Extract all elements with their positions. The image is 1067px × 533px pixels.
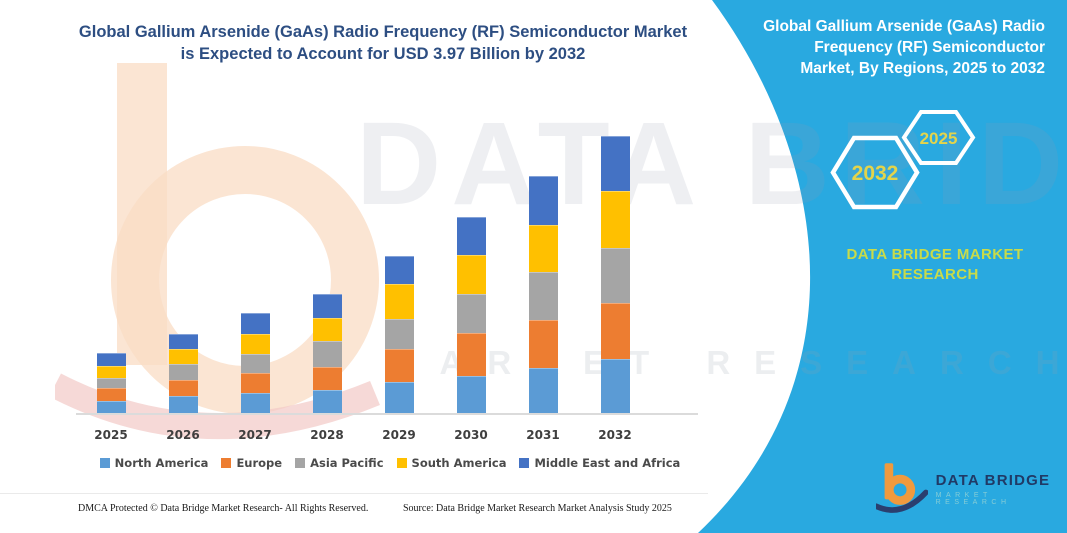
bar-2032 bbox=[600, 136, 630, 413]
source-note: Source: Data Bridge Market Research Mark… bbox=[403, 503, 672, 514]
bar-segment-middle-east-and-africa bbox=[312, 293, 342, 319]
bar-segment-middle-east-and-africa bbox=[240, 313, 270, 334]
logo-name-text: DATA BRIDGE bbox=[935, 472, 1051, 489]
x-axis-label-2027: 2027 bbox=[238, 428, 272, 442]
bar-segment-asia-pacific bbox=[240, 353, 270, 373]
bar-segment-asia-pacific bbox=[528, 272, 558, 320]
bar-segment-north-america bbox=[384, 381, 414, 413]
bar-segment-europe bbox=[240, 372, 270, 393]
bar-segment-north-america bbox=[456, 376, 486, 413]
page-title: Global Gallium Arsenide (GaAs) Radio Fre… bbox=[78, 23, 688, 63]
legend-swatch bbox=[221, 458, 232, 468]
bar-segment-south-america bbox=[240, 333, 270, 354]
databridge-b-icon bbox=[876, 463, 928, 513]
bar-2025 bbox=[96, 353, 126, 413]
hexagon-2025-outline bbox=[901, 110, 976, 165]
bar-2028 bbox=[312, 293, 342, 413]
bar-segment-north-america bbox=[600, 358, 630, 413]
bar-segment-middle-east-and-africa bbox=[168, 333, 198, 349]
bar-2029 bbox=[384, 256, 414, 413]
bar-segment-middle-east-and-africa bbox=[96, 353, 126, 367]
bar-2027 bbox=[240, 313, 270, 413]
legend-item-middle-east-and-africa: Middle East and Africa bbox=[519, 456, 680, 470]
bar-segment-north-america bbox=[96, 401, 126, 413]
year-hexagons: 2032 2025 bbox=[830, 110, 976, 210]
bar-segment-south-america bbox=[312, 318, 342, 342]
x-axis-label-2029: 2029 bbox=[382, 428, 416, 442]
bar-2031 bbox=[528, 175, 558, 413]
legend-item-south-america: South America bbox=[396, 456, 507, 470]
hexagon-2032-outline bbox=[830, 135, 920, 210]
bar-segment-middle-east-and-africa bbox=[384, 256, 414, 284]
bar-segment-europe bbox=[96, 387, 126, 402]
company-logo: DATA BRIDGE MARKET RESEARCH bbox=[876, 458, 1067, 520]
x-axis-label-2026: 2026 bbox=[166, 428, 200, 442]
bar-segment-north-america bbox=[168, 396, 198, 413]
x-axis-label-2032: 2032 bbox=[598, 428, 632, 442]
legend-item-asia-pacific: Asia Pacific bbox=[295, 456, 384, 470]
x-axis-line bbox=[76, 413, 698, 415]
bar-segment-north-america bbox=[528, 367, 558, 413]
bar-segment-south-america bbox=[600, 191, 630, 249]
bar-segment-europe bbox=[528, 319, 558, 368]
bar-segment-middle-east-and-africa bbox=[456, 217, 486, 256]
dmca-notice: DMCA Protected © Data Bridge Market Rese… bbox=[78, 503, 369, 514]
legend-label: Asia Pacific bbox=[310, 456, 384, 470]
bar-segment-south-america bbox=[96, 366, 126, 379]
legend-swatch bbox=[519, 458, 530, 468]
legend-label: North America bbox=[114, 456, 209, 470]
bar-segment-asia-pacific bbox=[96, 378, 126, 388]
legend-item-europe: Europe bbox=[221, 456, 282, 470]
bar-segment-europe bbox=[312, 366, 342, 390]
legend-swatch bbox=[295, 458, 306, 468]
bar-segment-europe bbox=[168, 380, 198, 397]
bar-segment-middle-east-and-africa bbox=[600, 136, 630, 192]
legend-label: Europe bbox=[236, 456, 283, 470]
legend-label: South America bbox=[411, 456, 507, 470]
bar-segment-middle-east-and-africa bbox=[528, 175, 558, 225]
bar-segment-europe bbox=[600, 303, 630, 359]
x-axis-label-2025: 2025 bbox=[94, 428, 128, 442]
x-axis-label-2030: 2030 bbox=[454, 428, 488, 442]
bar-2030 bbox=[456, 217, 486, 413]
hexagon-2025-label: 2025 bbox=[920, 129, 958, 148]
hexagon-2032-label: 2032 bbox=[852, 162, 899, 185]
brand-wordmark: DATA BRIDGE MARKET RESEARCH bbox=[846, 246, 1024, 283]
x-axis-label-2028: 2028 bbox=[310, 428, 344, 442]
bar-segment-south-america bbox=[384, 283, 414, 319]
legend-item-north-america: North America bbox=[99, 456, 209, 470]
bar-segment-asia-pacific bbox=[312, 341, 342, 367]
bar-segment-south-america bbox=[528, 224, 558, 273]
legend-swatch bbox=[396, 458, 407, 468]
bar-segment-asia-pacific bbox=[384, 318, 414, 349]
legend-swatch bbox=[99, 458, 110, 468]
bar-segment-north-america bbox=[240, 392, 270, 413]
stacked-bar-chart bbox=[80, 120, 696, 413]
side-panel-title: Global Gallium Arsenide (GaAs) Radio Fre… bbox=[763, 18, 1045, 77]
bar-segment-south-america bbox=[456, 255, 486, 295]
footer-divider bbox=[0, 493, 708, 494]
bar-segment-europe bbox=[456, 332, 486, 377]
bar-2026 bbox=[168, 333, 198, 413]
bar-segment-asia-pacific bbox=[168, 364, 198, 381]
chart-legend: North America Europe Asia Pacific South Ame… bbox=[58, 456, 722, 470]
bar-segment-asia-pacific bbox=[456, 294, 486, 333]
logo-subtext: MARKET RESEARCH bbox=[935, 492, 1011, 506]
legend-label: Middle East and Africa bbox=[534, 456, 681, 470]
x-axis-label-2031: 2031 bbox=[526, 428, 560, 442]
bar-segment-europe bbox=[384, 348, 414, 382]
bar-segment-asia-pacific bbox=[600, 248, 630, 304]
bar-segment-south-america bbox=[168, 348, 198, 365]
bar-segment-north-america bbox=[312, 389, 342, 413]
